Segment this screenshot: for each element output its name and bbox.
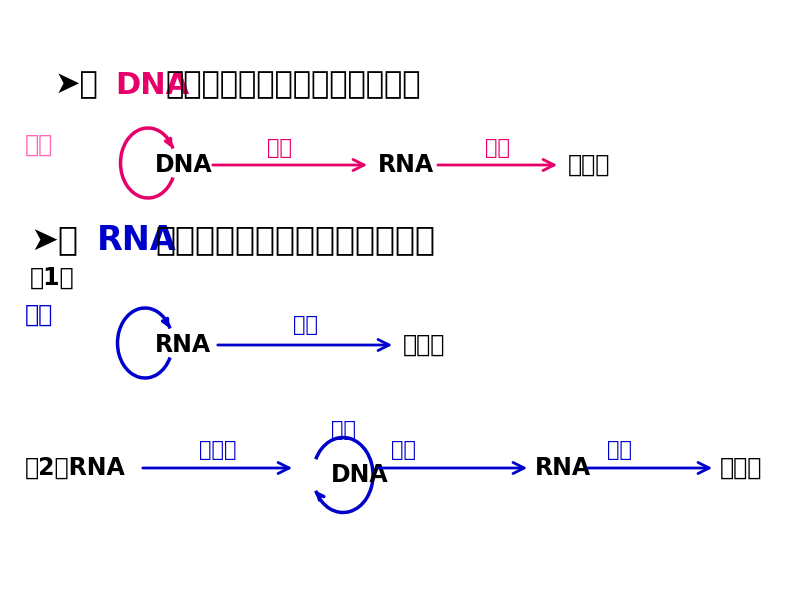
Text: （2）RNA: （2）RNA bbox=[25, 456, 125, 480]
Text: （1）: （1） bbox=[30, 266, 75, 290]
Text: RNA: RNA bbox=[97, 224, 177, 256]
Text: ➤以: ➤以 bbox=[55, 70, 98, 100]
Text: 复制: 复制 bbox=[25, 303, 53, 327]
Text: 为遗传物质的生物遗传信息传递: 为遗传物质的生物遗传信息传递 bbox=[155, 224, 435, 256]
Text: DNA: DNA bbox=[115, 70, 189, 100]
Text: 复制: 复制 bbox=[330, 420, 356, 440]
Text: 逆转录: 逆转录 bbox=[199, 440, 237, 460]
Text: DNA: DNA bbox=[331, 463, 388, 487]
Text: 蛋白质: 蛋白质 bbox=[720, 456, 762, 480]
Text: 转录: 转录 bbox=[268, 138, 292, 158]
Text: 转录: 转录 bbox=[391, 440, 415, 460]
Text: RNA: RNA bbox=[155, 333, 211, 357]
Text: 蛋白质: 蛋白质 bbox=[403, 333, 445, 357]
Text: DNA: DNA bbox=[155, 153, 213, 177]
Text: 为遗传物质的生物遗传信息传递: 为遗传物质的生物遗传信息传递 bbox=[165, 70, 421, 100]
Text: 翻译: 翻译 bbox=[292, 315, 318, 335]
Text: 蛋白质: 蛋白质 bbox=[568, 153, 611, 177]
Text: ➤以: ➤以 bbox=[30, 224, 78, 256]
Text: 翻译: 翻译 bbox=[607, 440, 633, 460]
Text: RNA: RNA bbox=[378, 153, 434, 177]
Text: RNA: RNA bbox=[535, 456, 591, 480]
Text: 复制: 复制 bbox=[25, 133, 53, 157]
Text: 翻译: 翻译 bbox=[484, 138, 510, 158]
